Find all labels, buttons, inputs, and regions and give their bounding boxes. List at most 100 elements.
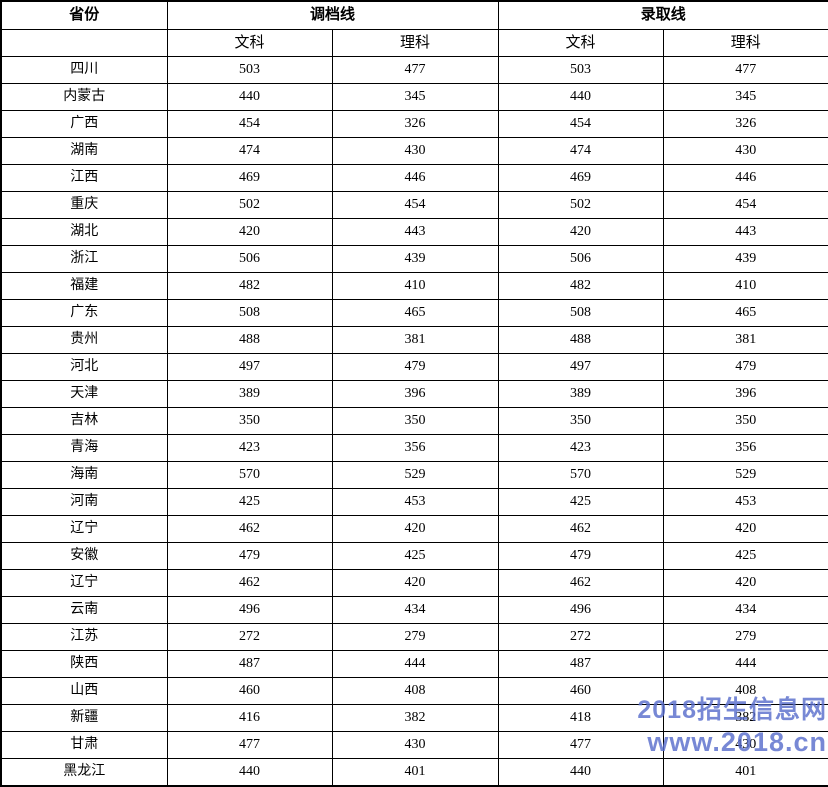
header-diaodang-like: 理科 bbox=[331, 29, 499, 57]
score-cell: 462 bbox=[166, 515, 333, 543]
score-cell: 460 bbox=[497, 677, 664, 705]
score-cell: 487 bbox=[166, 650, 333, 678]
score-cell: 345 bbox=[662, 83, 828, 111]
score-cell: 434 bbox=[331, 596, 499, 624]
score-cell: 326 bbox=[331, 110, 499, 138]
score-cell: 430 bbox=[331, 731, 499, 759]
score-cell: 350 bbox=[662, 407, 828, 435]
table-row: 四川 503 477 503 477 bbox=[0, 56, 828, 84]
score-cell: 425 bbox=[331, 542, 499, 570]
header-diaodang-line: 调档线 bbox=[166, 0, 499, 30]
province-cell: 内蒙古 bbox=[0, 83, 168, 111]
score-cell: 410 bbox=[662, 272, 828, 300]
score-cell: 434 bbox=[662, 596, 828, 624]
table-row: 湖南 474 430 474 430 bbox=[0, 137, 828, 165]
score-cell: 401 bbox=[662, 758, 828, 787]
table-row: 青海 423 356 423 356 bbox=[0, 434, 828, 462]
score-cell: 350 bbox=[497, 407, 664, 435]
province-cell: 湖北 bbox=[0, 218, 168, 246]
table-row: 河北 497 479 497 479 bbox=[0, 353, 828, 381]
score-cell: 506 bbox=[497, 245, 664, 273]
score-cell: 454 bbox=[497, 110, 664, 138]
score-cell: 462 bbox=[497, 515, 664, 543]
header-row-groups: 省份 调档线 录取线 bbox=[0, 0, 828, 30]
province-cell: 辽宁 bbox=[0, 515, 168, 543]
score-cell: 408 bbox=[662, 677, 828, 705]
score-cell: 444 bbox=[662, 650, 828, 678]
score-cell: 488 bbox=[166, 326, 333, 354]
province-cell: 广西 bbox=[0, 110, 168, 138]
score-cell: 396 bbox=[331, 380, 499, 408]
score-cell: 474 bbox=[497, 137, 664, 165]
score-cell: 446 bbox=[331, 164, 499, 192]
score-cell: 420 bbox=[662, 569, 828, 597]
score-cell: 420 bbox=[497, 218, 664, 246]
score-cell: 496 bbox=[497, 596, 664, 624]
province-cell: 四川 bbox=[0, 56, 168, 84]
table-row: 山西 460 408 460 408 bbox=[0, 677, 828, 705]
score-cell: 381 bbox=[331, 326, 499, 354]
score-cell: 469 bbox=[497, 164, 664, 192]
table-row: 黑龙江 440 401 440 401 bbox=[0, 758, 828, 787]
province-cell: 山西 bbox=[0, 677, 168, 705]
score-cell: 446 bbox=[662, 164, 828, 192]
score-cell: 570 bbox=[166, 461, 333, 489]
header-row-subjects: 文科 理科 文科 理科 bbox=[0, 29, 828, 57]
table-row: 吉林 350 350 350 350 bbox=[0, 407, 828, 435]
province-cell: 天津 bbox=[0, 380, 168, 408]
score-cell: 440 bbox=[166, 83, 333, 111]
table-row: 江苏 272 279 272 279 bbox=[0, 623, 828, 651]
province-cell: 重庆 bbox=[0, 191, 168, 219]
table-row: 湖北 420 443 420 443 bbox=[0, 218, 828, 246]
table-row: 陕西 487 444 487 444 bbox=[0, 650, 828, 678]
score-cell: 479 bbox=[497, 542, 664, 570]
score-cell: 430 bbox=[662, 731, 828, 759]
score-cell: 439 bbox=[662, 245, 828, 273]
score-cell: 420 bbox=[331, 569, 499, 597]
score-cell: 477 bbox=[497, 731, 664, 759]
province-cell: 海南 bbox=[0, 461, 168, 489]
score-cell: 570 bbox=[497, 461, 664, 489]
score-cell: 345 bbox=[331, 83, 499, 111]
table-row: 浙江 506 439 506 439 bbox=[0, 245, 828, 273]
score-cell: 416 bbox=[166, 704, 333, 732]
table-row: 安徽 479 425 479 425 bbox=[0, 542, 828, 570]
score-cell: 443 bbox=[331, 218, 499, 246]
score-cell: 502 bbox=[166, 191, 333, 219]
score-cell: 389 bbox=[166, 380, 333, 408]
table-row: 广西 454 326 454 326 bbox=[0, 110, 828, 138]
score-cell: 350 bbox=[331, 407, 499, 435]
header-empty-cell bbox=[0, 29, 168, 57]
province-cell: 安徽 bbox=[0, 542, 168, 570]
province-cell: 甘肃 bbox=[0, 731, 168, 759]
table-row: 江西 469 446 469 446 bbox=[0, 164, 828, 192]
table-row: 新疆 416 382 418 382 bbox=[0, 704, 828, 732]
province-cell: 陕西 bbox=[0, 650, 168, 678]
province-cell: 湖南 bbox=[0, 137, 168, 165]
score-cell: 382 bbox=[662, 704, 828, 732]
table-row: 甘肃 477 430 477 430 bbox=[0, 731, 828, 759]
table-row: 天津 389 396 389 396 bbox=[0, 380, 828, 408]
province-cell: 江西 bbox=[0, 164, 168, 192]
score-cell: 430 bbox=[662, 137, 828, 165]
score-cell: 423 bbox=[166, 434, 333, 462]
score-cell: 508 bbox=[497, 299, 664, 327]
table-row: 广东 508 465 508 465 bbox=[0, 299, 828, 327]
score-cell: 497 bbox=[497, 353, 664, 381]
score-cell: 440 bbox=[497, 758, 664, 787]
score-cell: 479 bbox=[166, 542, 333, 570]
table-row: 云南 496 434 496 434 bbox=[0, 596, 828, 624]
score-cell: 430 bbox=[331, 137, 499, 165]
score-cell: 326 bbox=[662, 110, 828, 138]
table-row: 辽宁 462 420 462 420 bbox=[0, 515, 828, 543]
score-cell: 356 bbox=[662, 434, 828, 462]
province-cell: 浙江 bbox=[0, 245, 168, 273]
score-cell: 440 bbox=[497, 83, 664, 111]
province-cell: 江苏 bbox=[0, 623, 168, 651]
table-row: 内蒙古 440 345 440 345 bbox=[0, 83, 828, 111]
province-cell: 广东 bbox=[0, 299, 168, 327]
header-luqu-line: 录取线 bbox=[497, 0, 828, 30]
score-cell: 420 bbox=[331, 515, 499, 543]
province-cell: 河南 bbox=[0, 488, 168, 516]
